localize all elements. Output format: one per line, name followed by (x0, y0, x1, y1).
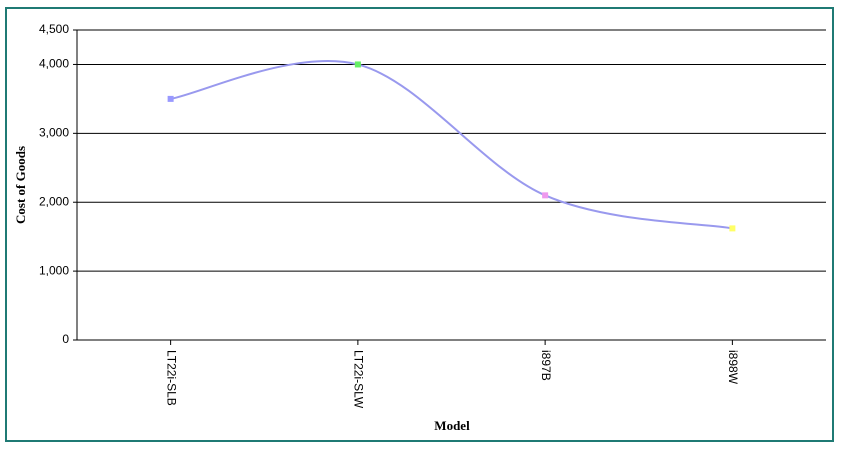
x-tick-label: LT22i-SLW (352, 350, 366, 409)
y-tick-label: 0 (62, 332, 69, 346)
point (167, 95, 174, 102)
y-tick-label: 3,000 (39, 126, 69, 140)
y-axis-title: Cost of Goods (13, 146, 28, 224)
y-tick-label: 1,000 (39, 263, 69, 277)
x-tick-label: i898W (726, 350, 740, 385)
point (729, 225, 736, 232)
line (170, 60, 733, 230)
y-tick-label: 2,000 (39, 194, 69, 208)
frame (5, 7, 834, 442)
y-tick-label: 4,500 (39, 22, 69, 36)
point (354, 61, 361, 68)
x-tick-label: LT22i-SLB (164, 350, 178, 406)
y-tick-label: 4,000 (39, 57, 69, 71)
x-tick-label: i897B (539, 350, 553, 381)
point (542, 192, 549, 199)
x-axis-title: Model (434, 418, 470, 433)
